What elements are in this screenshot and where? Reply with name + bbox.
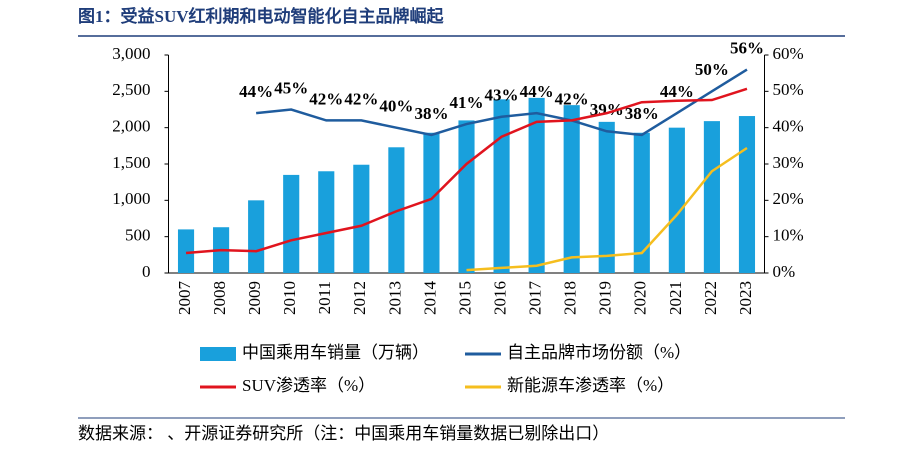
bar <box>738 116 756 273</box>
bar <box>563 105 580 273</box>
x-tick-label: 2015 <box>455 281 474 315</box>
x-tick-label: 2023 <box>736 281 755 315</box>
data-label: 44% <box>239 82 273 101</box>
legend-label: 自主品牌市场份额（%） <box>507 343 691 362</box>
x-tick-label: 2022 <box>701 281 720 315</box>
bar <box>633 132 650 273</box>
bar <box>248 200 265 273</box>
data-label: 41% <box>450 93 484 112</box>
line <box>185 87 748 255</box>
legend-swatch <box>200 347 236 361</box>
y-tick-label: 0 <box>142 262 151 281</box>
bar <box>668 127 685 274</box>
bar <box>598 121 615 273</box>
data-label: 45% <box>274 78 308 97</box>
data-label: 56% <box>730 38 764 57</box>
chart-title: 图1：受益SUV红利期和电动智能化自主品牌崛起 <box>78 6 445 26</box>
data-label: 50% <box>695 60 729 79</box>
y2-tick-label: 0% <box>773 262 796 281</box>
x-tick-label: 2021 <box>666 281 685 315</box>
x-tick-label: 2017 <box>526 281 545 316</box>
y-tick-label: 1,000 <box>112 189 150 208</box>
data-label: 44% <box>660 82 694 101</box>
bar <box>353 164 370 273</box>
bar <box>423 132 440 273</box>
bar <box>177 229 195 273</box>
bar <box>528 97 545 273</box>
x-tick-label: 2018 <box>561 281 580 315</box>
x-tick-label: 2010 <box>280 281 299 315</box>
data-label: 38% <box>625 104 659 123</box>
y-tick-label: 500 <box>125 226 151 245</box>
bar <box>458 120 475 274</box>
data-label: 42% <box>309 89 343 108</box>
legend-label: 新能源车渗透率（%） <box>507 376 674 395</box>
bar <box>318 171 335 273</box>
legend-label: 中国乘用车销量（万辆） <box>242 343 429 362</box>
legend-label: SUV渗透率（%） <box>242 376 375 395</box>
data-label: 40% <box>379 97 413 116</box>
y2-tick-label: 50% <box>773 80 804 99</box>
bar <box>283 174 300 273</box>
x-tick-label: 2016 <box>490 281 509 315</box>
line <box>256 68 748 137</box>
x-tick-label: 2019 <box>596 281 615 315</box>
x-tick-label: 2011 <box>315 281 334 314</box>
source-note: 数据来源： 、开源证券研究所（注：中国乘用车销量数据已剔除出口） <box>78 424 609 443</box>
x-tick-label: 2008 <box>210 281 229 315</box>
data-label: 42% <box>555 89 589 108</box>
data-label: 42% <box>344 89 378 108</box>
x-tick-label: 2020 <box>631 281 650 315</box>
y-tick-label: 3,000 <box>112 44 150 63</box>
x-tick-label: 2014 <box>420 281 439 316</box>
x-tick-label: 2012 <box>350 281 369 315</box>
bar <box>703 121 720 273</box>
x-tick-label: 2013 <box>385 281 404 315</box>
y-tick-label: 1,500 <box>112 153 150 172</box>
y2-tick-label: 40% <box>773 117 804 136</box>
y2-tick-label: 60% <box>773 44 804 63</box>
y-tick-label: 2,000 <box>112 117 150 136</box>
x-tick-label: 2007 <box>175 281 194 316</box>
data-label: 38% <box>414 104 448 123</box>
y2-tick-label: 10% <box>773 226 804 245</box>
bar <box>493 99 510 274</box>
data-label: 44% <box>520 82 554 101</box>
y2-tick-label: 30% <box>773 153 804 172</box>
line <box>466 146 748 272</box>
x-tick-label: 2009 <box>245 281 264 315</box>
data-label: 43% <box>485 86 519 105</box>
y-tick-label: 2,500 <box>112 80 150 99</box>
y2-tick-label: 20% <box>773 189 804 208</box>
